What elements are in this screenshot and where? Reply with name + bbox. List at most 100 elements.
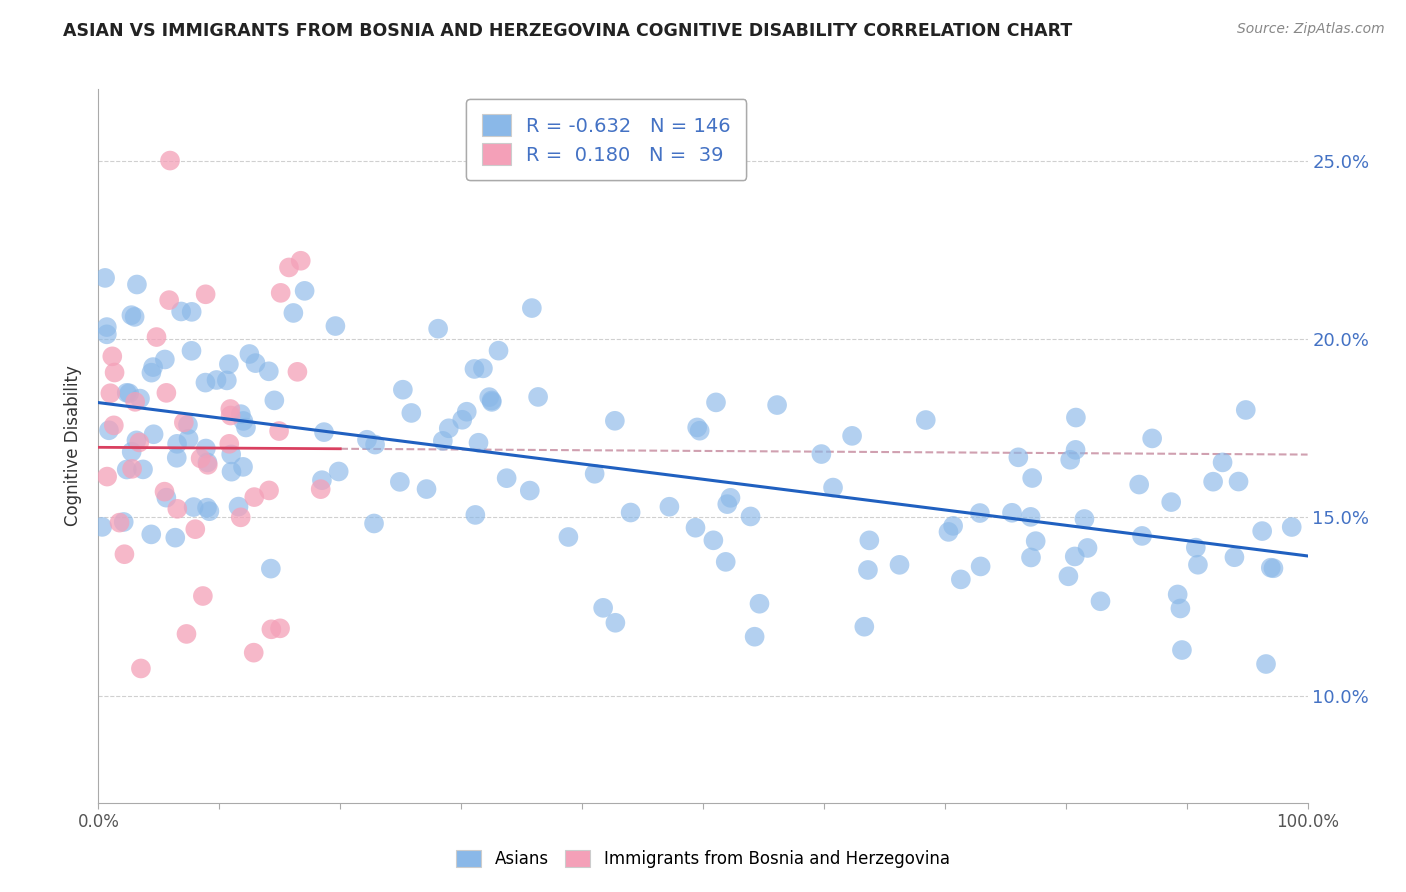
Point xyxy=(488,343,510,358)
Point xyxy=(180,343,202,358)
Legend: Asians, Immigrants from Bosnia and Herzegovina: Asians, Immigrants from Bosnia and Herze… xyxy=(450,843,956,875)
Point xyxy=(766,398,789,412)
Point xyxy=(1073,512,1095,526)
Point xyxy=(1090,594,1112,608)
Point xyxy=(118,386,141,401)
Point xyxy=(108,516,131,530)
Point xyxy=(283,306,305,320)
Point xyxy=(103,366,125,380)
Point xyxy=(432,434,454,448)
Point xyxy=(1167,587,1189,601)
Point xyxy=(173,416,195,430)
Point xyxy=(1057,569,1080,583)
Point xyxy=(145,330,167,344)
Point xyxy=(1234,403,1257,417)
Point xyxy=(128,435,150,450)
Point xyxy=(1185,541,1208,555)
Point xyxy=(267,424,290,438)
Point xyxy=(1140,431,1163,445)
Point xyxy=(124,394,146,409)
Point xyxy=(451,413,474,427)
Point xyxy=(290,253,312,268)
Point xyxy=(232,414,254,428)
Point xyxy=(401,406,423,420)
Point xyxy=(98,386,121,401)
Point xyxy=(129,392,152,406)
Point xyxy=(702,533,724,548)
Point xyxy=(714,555,737,569)
Point xyxy=(115,385,138,400)
Point xyxy=(191,589,214,603)
Point xyxy=(96,327,118,342)
Point xyxy=(1160,495,1182,509)
Point xyxy=(481,395,503,409)
Point xyxy=(132,462,155,476)
Point xyxy=(1128,477,1150,491)
Point xyxy=(716,497,738,511)
Point xyxy=(177,432,200,446)
Point xyxy=(1007,450,1029,465)
Point xyxy=(1170,601,1192,615)
Point xyxy=(557,530,579,544)
Point xyxy=(157,293,180,307)
Point xyxy=(155,385,177,400)
Point xyxy=(155,491,177,505)
Point xyxy=(1227,475,1250,489)
Point xyxy=(942,519,965,533)
Point xyxy=(121,444,143,458)
Point xyxy=(720,491,742,505)
Point xyxy=(364,437,387,451)
Point xyxy=(166,437,188,451)
Point xyxy=(1025,534,1047,549)
Point xyxy=(463,362,485,376)
Point xyxy=(464,508,486,522)
Point xyxy=(125,434,148,448)
Point xyxy=(165,531,187,545)
Point xyxy=(603,414,626,428)
Point xyxy=(605,615,627,630)
Point xyxy=(969,506,991,520)
Point xyxy=(177,417,200,432)
Point xyxy=(243,490,266,504)
Point xyxy=(481,393,503,408)
Point xyxy=(260,622,283,636)
Point xyxy=(437,421,460,435)
Point xyxy=(120,308,142,322)
Point xyxy=(686,420,709,434)
Point xyxy=(153,352,176,367)
Point xyxy=(142,427,165,442)
Point xyxy=(219,402,242,417)
Point xyxy=(1130,529,1153,543)
Point xyxy=(1260,560,1282,574)
Point xyxy=(194,442,217,456)
Point xyxy=(121,462,143,476)
Point xyxy=(112,547,135,561)
Point xyxy=(124,310,146,324)
Point xyxy=(748,597,770,611)
Point xyxy=(1019,550,1042,565)
Point xyxy=(1254,657,1277,671)
Text: Source: ZipAtlas.com: Source: ZipAtlas.com xyxy=(1237,22,1385,37)
Point xyxy=(184,522,207,536)
Point xyxy=(180,305,202,319)
Point xyxy=(245,356,267,370)
Point xyxy=(810,447,832,461)
Point xyxy=(263,393,285,408)
Point xyxy=(238,347,260,361)
Point xyxy=(194,287,217,301)
Point xyxy=(658,500,681,514)
Point xyxy=(197,458,219,472)
Point xyxy=(1223,550,1246,565)
Point xyxy=(97,423,120,437)
Point xyxy=(1202,475,1225,489)
Point xyxy=(1064,410,1087,425)
Point xyxy=(620,506,643,520)
Point xyxy=(112,515,135,529)
Point xyxy=(176,627,198,641)
Point xyxy=(141,366,163,380)
Point xyxy=(170,304,193,318)
Y-axis label: Cognitive Disability: Cognitive Disability xyxy=(65,366,83,526)
Point xyxy=(218,357,240,371)
Point xyxy=(257,364,280,378)
Point xyxy=(260,561,283,575)
